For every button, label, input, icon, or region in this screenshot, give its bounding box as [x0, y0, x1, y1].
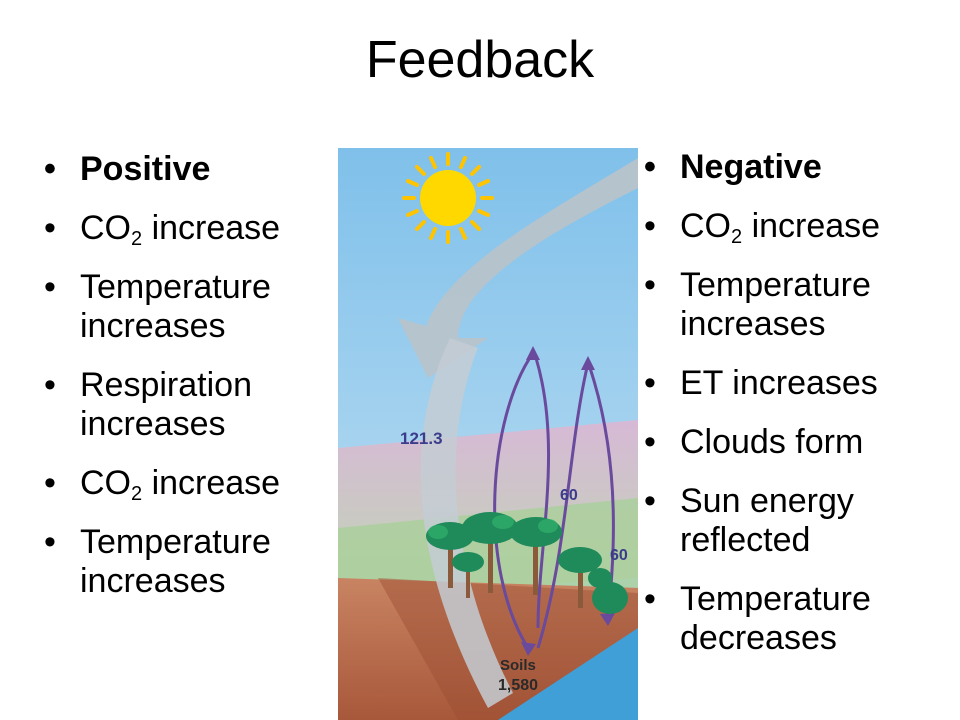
item-text: Temperature increases — [680, 266, 871, 343]
item-text: Clouds form — [680, 423, 864, 461]
soils-label: Soils — [500, 657, 536, 674]
negative-item: Negative — [644, 148, 954, 187]
carbon-cycle-illustration: 121.3 60 60 Soils 1,580 — [338, 148, 638, 720]
item-text: Negative — [680, 148, 822, 186]
negative-item: Temperature increases — [644, 266, 954, 344]
flux-label-60-upper: 60 — [560, 487, 578, 504]
item-text: CO — [80, 464, 131, 502]
item-subscript: 2 — [731, 226, 743, 248]
vegetation — [426, 512, 628, 614]
flux-label-60-lower: 60 — [610, 547, 628, 564]
item-text: Positive — [80, 150, 211, 188]
positive-feedback-list: PositiveCO2 increaseTemperature increase… — [44, 150, 344, 621]
item-text: CO — [80, 209, 131, 247]
co2-uptake-arrow-body — [420, 338, 513, 708]
item-text: Temperature increases — [80, 523, 271, 600]
positive-item: Temperature increases — [44, 523, 344, 601]
co2-uptake-arrow-head — [398, 158, 638, 378]
positive-item: Positive — [44, 150, 344, 189]
item-text: Temperature decreases — [680, 580, 871, 657]
soils-value: 1,580 — [498, 677, 538, 694]
negative-item: Temperature decreases — [644, 580, 954, 658]
negative-item: Clouds form — [644, 423, 954, 462]
positive-item: Temperature increases — [44, 268, 344, 346]
carbon-cycle-svg: 121.3 60 60 Soils 1,580 — [338, 148, 638, 720]
item-text: Respiration increases — [80, 366, 252, 443]
positive-item: Respiration increases — [44, 366, 344, 444]
item-text-after: increase — [742, 207, 881, 245]
negative-item: ET increases — [644, 364, 954, 403]
negative-item: CO2 increase — [644, 207, 954, 248]
item-text-after: increase — [142, 464, 281, 502]
item-subscript: 2 — [131, 483, 143, 505]
item-text: Sun energy reflected — [680, 482, 854, 559]
sun-icon — [402, 152, 494, 244]
item-text: ET increases — [680, 364, 878, 402]
slide-title: Feedback — [365, 31, 595, 89]
positive-item: CO2 increase — [44, 209, 344, 250]
item-text-after: increase — [142, 209, 281, 247]
water — [498, 628, 638, 720]
item-subscript: 2 — [131, 228, 143, 250]
negative-feedback-list: Negative CO2 increase Temperature increase… — [644, 148, 954, 678]
negative-item: Sun energy reflected — [644, 482, 954, 560]
respiration-arrowheads — [521, 346, 615, 656]
positive-item: CO2 increase — [44, 464, 344, 505]
item-text: Temperature increases — [80, 268, 271, 345]
item-text: CO — [680, 207, 731, 245]
flux-label-121: 121.3 — [400, 429, 443, 448]
